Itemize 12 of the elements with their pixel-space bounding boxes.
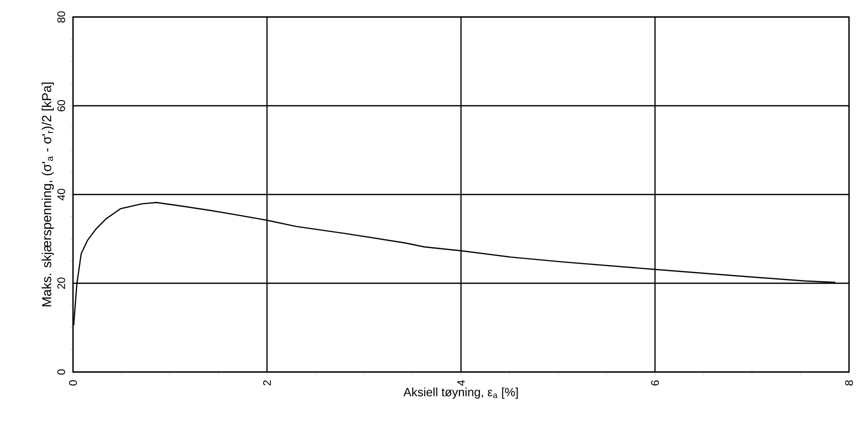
y-tick-label: 40 xyxy=(57,188,66,200)
x-tick-label: 4 xyxy=(457,380,465,386)
y-tick-label: 20 xyxy=(57,278,66,289)
x-tick-label: 8 xyxy=(845,380,853,386)
x-tick-label: 2 xyxy=(263,380,271,386)
y-axis-title: Maks. skjærspenning, (σ'$_{a}$ - σ'$_{r}$)/2 [kPa] xyxy=(42,82,54,306)
x-axis-title: Aksiell tøyning, ε$_{a}$ [%] xyxy=(403,388,518,399)
y-tick-label: 0 xyxy=(57,369,66,375)
x-tick-label: 0 xyxy=(69,380,77,386)
y-tick-label: 80 xyxy=(57,11,66,23)
x-tick-label: 6 xyxy=(651,380,659,386)
y-tick-label: 60 xyxy=(57,100,66,112)
